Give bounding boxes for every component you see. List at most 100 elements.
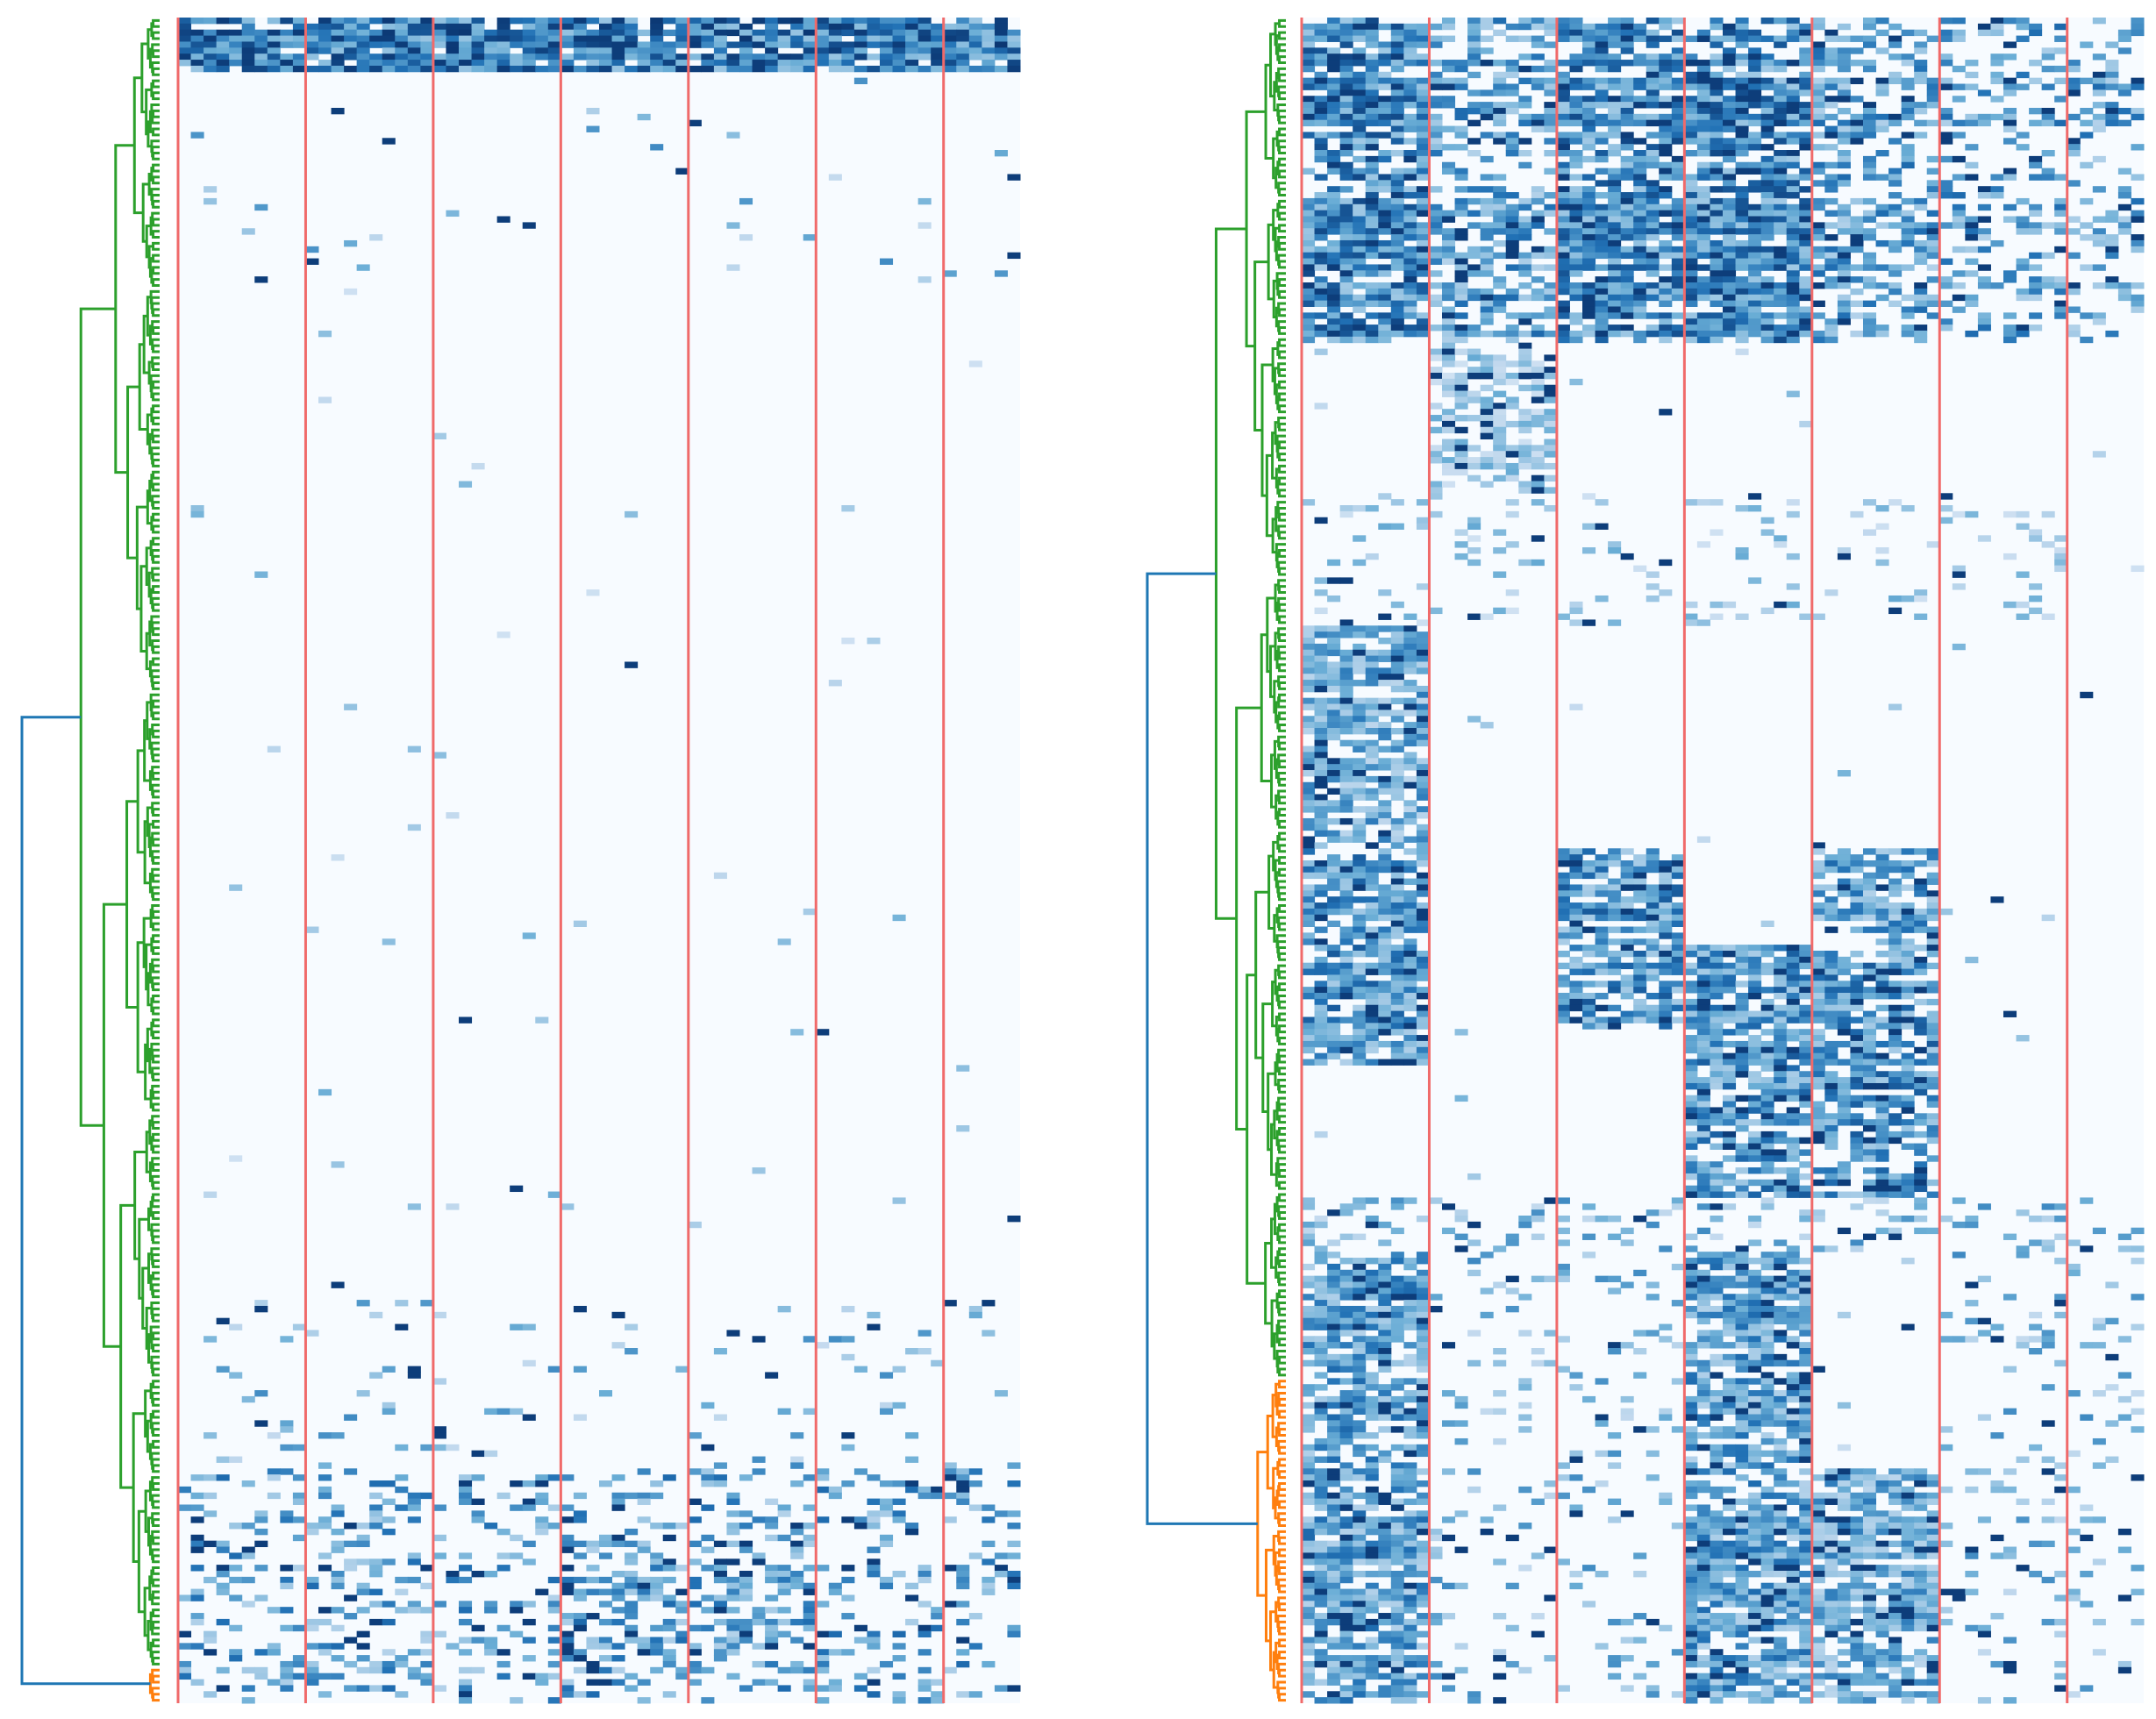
dendrogram-link [1278,1693,1286,1702]
heatmap-cell [1723,264,1737,271]
heatmap-cell [867,1523,881,1530]
heatmap-cell [1671,113,1685,121]
dendrogram-link [152,218,160,227]
heatmap-cell [292,1492,306,1500]
heatmap-cell [803,1504,817,1511]
heatmap-cell [1696,192,1710,199]
heatmap-cell [305,1576,319,1584]
heatmap-cell [1378,71,1392,79]
dendrogram-link [1275,649,1280,669]
heatmap-cell [1786,23,1800,31]
dendrogram-link [151,783,160,795]
heatmap-cell [1875,294,1889,302]
heatmap-cell [931,41,945,48]
heatmap-cell [765,1534,779,1542]
dendrogram-link [1270,1299,1278,1348]
heatmap-cell [1569,860,1583,867]
heatmap-cell [662,1576,676,1584]
heatmap-cell [1965,216,1979,223]
heatmap-cell [1314,752,1328,759]
heatmap-cell [1518,150,1532,157]
heatmap-cell [1850,228,1864,235]
heatmap-cell [1353,649,1367,657]
heatmap-cell [1633,192,1647,199]
heatmap-cell [344,53,358,61]
heatmap-cell [931,60,945,67]
heatmap-cell [892,1197,906,1204]
heatmap-cell [1569,161,1583,169]
heatmap-cell [1327,830,1341,838]
heatmap-cell [726,1673,740,1680]
heatmap-cell [637,113,651,121]
heatmap-cell [2029,276,2043,283]
heatmap-cell [1914,860,1928,867]
heatmap-cell [853,47,867,54]
heatmap-cell [688,1516,702,1523]
heatmap-cell [1327,258,1341,265]
heatmap-cell [1429,41,1443,48]
heatmap-cell [1390,625,1404,632]
heatmap-cell [1748,228,1762,235]
heatmap-cell [1671,228,1685,235]
heatmap-cell [1454,462,1468,470]
heatmap-cell [1390,794,1404,801]
dendrogram-link [102,902,127,1348]
heatmap-cell [1314,132,1328,139]
heatmap-cell [1646,848,1660,855]
dendrogram-link [1274,1641,1280,1664]
heatmap-cell [178,1673,192,1680]
heatmap-cell [1837,884,1851,891]
heatmap-cell [190,47,204,54]
dendrogram-link [1278,711,1286,721]
heatmap-cell [1339,276,1353,283]
heatmap-cell [407,1552,421,1559]
heatmap-cell [1774,336,1788,344]
heatmap-cell [1569,312,1583,319]
heatmap-cell [1671,854,1685,861]
heatmap-cell [1863,113,1877,121]
heatmap-cell [1365,119,1379,127]
heatmap-cell [1760,300,1774,307]
heatmap-cell [880,29,894,37]
heatmap-cell [1760,216,1774,223]
heatmap-cell [1302,866,1316,874]
dendrogram-link [151,1229,160,1241]
heatmap-cell [1339,830,1353,838]
heatmap-cell [1544,451,1558,458]
heatmap-cell [688,1221,702,1229]
heatmap-cell [1748,203,1762,211]
dendrogram-link [1278,1458,1286,1467]
heatmap-cell [1696,210,1710,218]
heatmap-cell [1556,119,1570,127]
heatmap-cell [1837,228,1851,235]
heatmap-cell [216,29,230,37]
heatmap-cell [662,1523,676,1530]
dendrogram-link [1278,1012,1286,1022]
dendrogram-link [152,109,160,118]
heatmap-cell [1952,119,1966,127]
dendrogram-link [1266,596,1276,674]
heatmap-cell [1378,866,1392,874]
heatmap-cell [1723,119,1737,127]
heatmap-cell [1850,138,1864,145]
heatmap-cell [1531,23,1545,31]
heatmap-cell [586,1576,600,1584]
heatmap-cell [1518,96,1532,103]
heatmap-cell [828,680,842,687]
heatmap-cell [917,1601,932,1608]
heatmap-cell [625,1492,639,1500]
heatmap-cell [917,197,932,205]
heatmap-cell [178,35,192,42]
heatmap-cell [178,1594,192,1601]
heatmap-cell [1467,367,1481,374]
heatmap-cell [1454,65,1468,73]
heatmap-cell [1837,89,1851,96]
heatmap-cell [1531,372,1545,380]
heatmap-cell [1620,866,1634,874]
heatmap-cell [777,1565,791,1572]
dendrogram-link [152,1031,160,1039]
heatmap-cell [2054,306,2068,313]
heatmap-cell [1926,168,1940,175]
heatmap-cell [1378,884,1392,891]
heatmap-cell [2003,276,2017,283]
